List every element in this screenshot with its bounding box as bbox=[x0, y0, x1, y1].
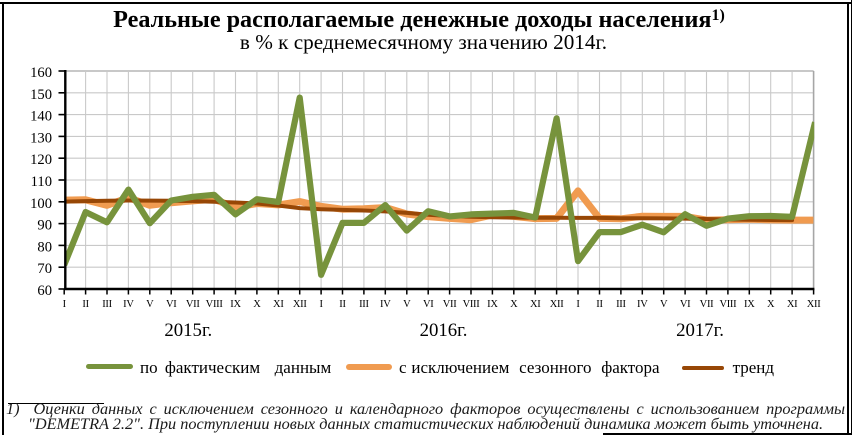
svg-text:XII: XII bbox=[550, 299, 564, 310]
svg-text:V: V bbox=[660, 299, 668, 310]
svg-text:X: X bbox=[767, 299, 775, 310]
svg-text:VII: VII bbox=[186, 299, 200, 310]
svg-text:IV: IV bbox=[380, 299, 391, 310]
svg-text:VI: VI bbox=[680, 299, 691, 310]
svg-text:IX: IX bbox=[744, 299, 755, 310]
svg-text:X: X bbox=[253, 299, 261, 310]
svg-text:VIII: VIII bbox=[463, 299, 481, 310]
svg-text:VII: VII bbox=[443, 299, 457, 310]
svg-text:I: I bbox=[576, 299, 580, 310]
svg-text:160: 160 bbox=[30, 65, 52, 81]
svg-text:X: X bbox=[510, 299, 518, 310]
svg-text:150: 150 bbox=[30, 87, 52, 103]
svg-text:III: III bbox=[102, 299, 112, 310]
svg-text:XI: XI bbox=[273, 299, 284, 310]
svg-text:VI: VI bbox=[423, 299, 434, 310]
svg-text:IV: IV bbox=[123, 299, 134, 310]
svg-text:90: 90 bbox=[37, 218, 52, 234]
svg-text:II: II bbox=[339, 299, 346, 310]
svg-text:70: 70 bbox=[37, 261, 52, 277]
svg-text:I: I bbox=[319, 299, 323, 310]
svg-text:V: V bbox=[146, 299, 154, 310]
svg-text:2015г.: 2015г. bbox=[164, 320, 212, 341]
svg-text:120: 120 bbox=[30, 152, 52, 168]
svg-text:140: 140 bbox=[30, 109, 52, 125]
svg-text:IV: IV bbox=[637, 299, 648, 310]
svg-text:XII: XII bbox=[293, 299, 307, 310]
svg-text:V: V bbox=[403, 299, 411, 310]
svg-text:110: 110 bbox=[31, 174, 52, 190]
svg-text:IX: IX bbox=[230, 299, 241, 310]
svg-text:2016г.: 2016г. bbox=[420, 320, 468, 341]
svg-text:IX: IX bbox=[487, 299, 498, 310]
svg-text:XI: XI bbox=[530, 299, 541, 310]
svg-text:130: 130 bbox=[30, 130, 52, 146]
svg-text:XII: XII bbox=[807, 299, 821, 310]
svg-text:I: I bbox=[63, 299, 67, 310]
svg-text:VII: VII bbox=[700, 299, 714, 310]
svg-text:III: III bbox=[359, 299, 369, 310]
svg-text:II: II bbox=[82, 299, 89, 310]
svg-text:II: II bbox=[596, 299, 603, 310]
svg-text:XI: XI bbox=[787, 299, 798, 310]
svg-text:80: 80 bbox=[37, 239, 52, 255]
svg-text:VIII: VIII bbox=[719, 299, 737, 310]
svg-text:VI: VI bbox=[166, 299, 177, 310]
svg-text:VIII: VIII bbox=[206, 299, 224, 310]
svg-text:60: 60 bbox=[37, 283, 52, 299]
svg-text:100: 100 bbox=[30, 196, 52, 212]
svg-text:2017г.: 2017г. bbox=[676, 320, 724, 341]
svg-text:III: III bbox=[616, 299, 626, 310]
